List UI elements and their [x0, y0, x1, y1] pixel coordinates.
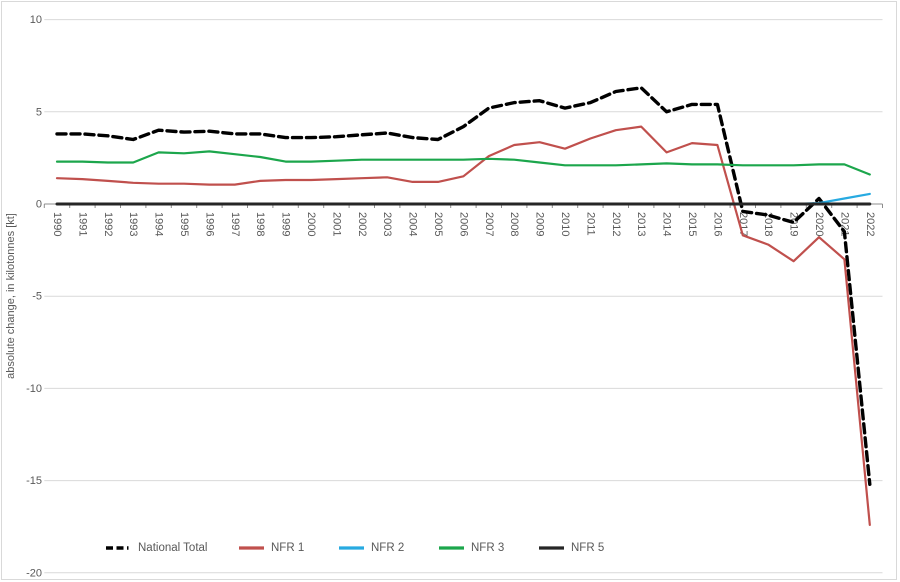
y-tick-label: 10	[30, 14, 42, 26]
series-line-nfr-1	[55, 125, 871, 527]
x-tick-label: 1995	[178, 212, 190, 236]
x-tick-label: 2009	[534, 212, 546, 236]
x-tick-label: 2016	[711, 212, 723, 236]
y-tick-label: 0	[36, 199, 42, 211]
x-tick-label: 2013	[635, 212, 647, 236]
x-tick-label: 2012	[610, 212, 622, 236]
x-tick-label: 1992	[102, 212, 114, 236]
legend-item-nfr3: NFR 3	[438, 538, 504, 558]
x-tick-label: 2002	[356, 212, 368, 236]
y-tick-label: 5	[36, 106, 42, 118]
x-tick-label: 1998	[254, 212, 266, 236]
x-tick-label: 2007	[483, 212, 495, 236]
x-tick-label: 1991	[76, 212, 88, 236]
y-tick-label: -15	[26, 475, 42, 487]
x-tick-label: 2003	[381, 212, 393, 236]
chart-legend: National Total NFR 1 NFR 2 NFR 3 NFR 5	[0, 538, 900, 558]
legend-label-national-total: National Total	[138, 542, 208, 554]
x-tick-label: 2022	[864, 212, 876, 236]
x-tick-label: 1996	[203, 212, 215, 236]
x-tick-label: 2019	[788, 212, 800, 236]
legend-item-nfr5: NFR 5	[538, 538, 604, 558]
legend-label-nfr5: NFR 5	[571, 542, 605, 554]
legend-swatch-nfr1	[239, 546, 264, 550]
legend-label-nfr3: NFR 3	[471, 542, 505, 554]
legend-item-nfr2: NFR 2	[338, 538, 404, 558]
y-tick-label: -10	[26, 383, 42, 395]
x-tick-label: 2001	[330, 212, 342, 236]
x-tick-label: 2010	[559, 212, 571, 236]
x-tick-label: 1997	[229, 212, 241, 236]
series-line-national-total	[55, 86, 872, 486]
y-tick-label: -20	[26, 567, 42, 579]
x-tick-label: 2011	[584, 212, 596, 236]
x-tick-label: 2004	[407, 212, 419, 236]
x-tick-label: 2020	[813, 212, 825, 236]
x-tick-label: 2000	[305, 212, 317, 236]
x-tick-label: 2014	[661, 212, 673, 236]
legend-swatch-nfr5	[539, 546, 564, 550]
y-tick-label: -5	[32, 291, 42, 303]
x-tick-label: 2018	[762, 212, 774, 236]
series-line-nfr-2	[55, 192, 871, 206]
legend-label-nfr1: NFR 1	[271, 542, 305, 554]
x-tick-label: 2005	[432, 212, 444, 236]
x-tick-label: 2017	[737, 212, 749, 236]
x-tick-label: 2008	[508, 212, 520, 236]
legend-item-national-total: National Total	[105, 538, 207, 558]
legend-swatch-nfr2	[339, 546, 364, 550]
x-tick-label: 1990	[51, 212, 63, 236]
x-tick-label: 2015	[686, 212, 698, 236]
x-tick-label: 1999	[280, 212, 292, 236]
legend-item-nfr1: NFR 1	[238, 538, 304, 558]
legend-swatch-nfr3	[439, 546, 464, 550]
legend-swatch-national-total	[106, 546, 131, 550]
legend-label-nfr2: NFR 2	[371, 542, 405, 554]
x-tick-label: 1993	[127, 212, 139, 236]
y-axis-title: absolute change, in kilotonnes [kt]	[5, 213, 17, 379]
x-tick-label: 2006	[457, 212, 469, 236]
x-tick-label: 1994	[153, 212, 165, 236]
series-line-nfr-3	[55, 150, 871, 176]
